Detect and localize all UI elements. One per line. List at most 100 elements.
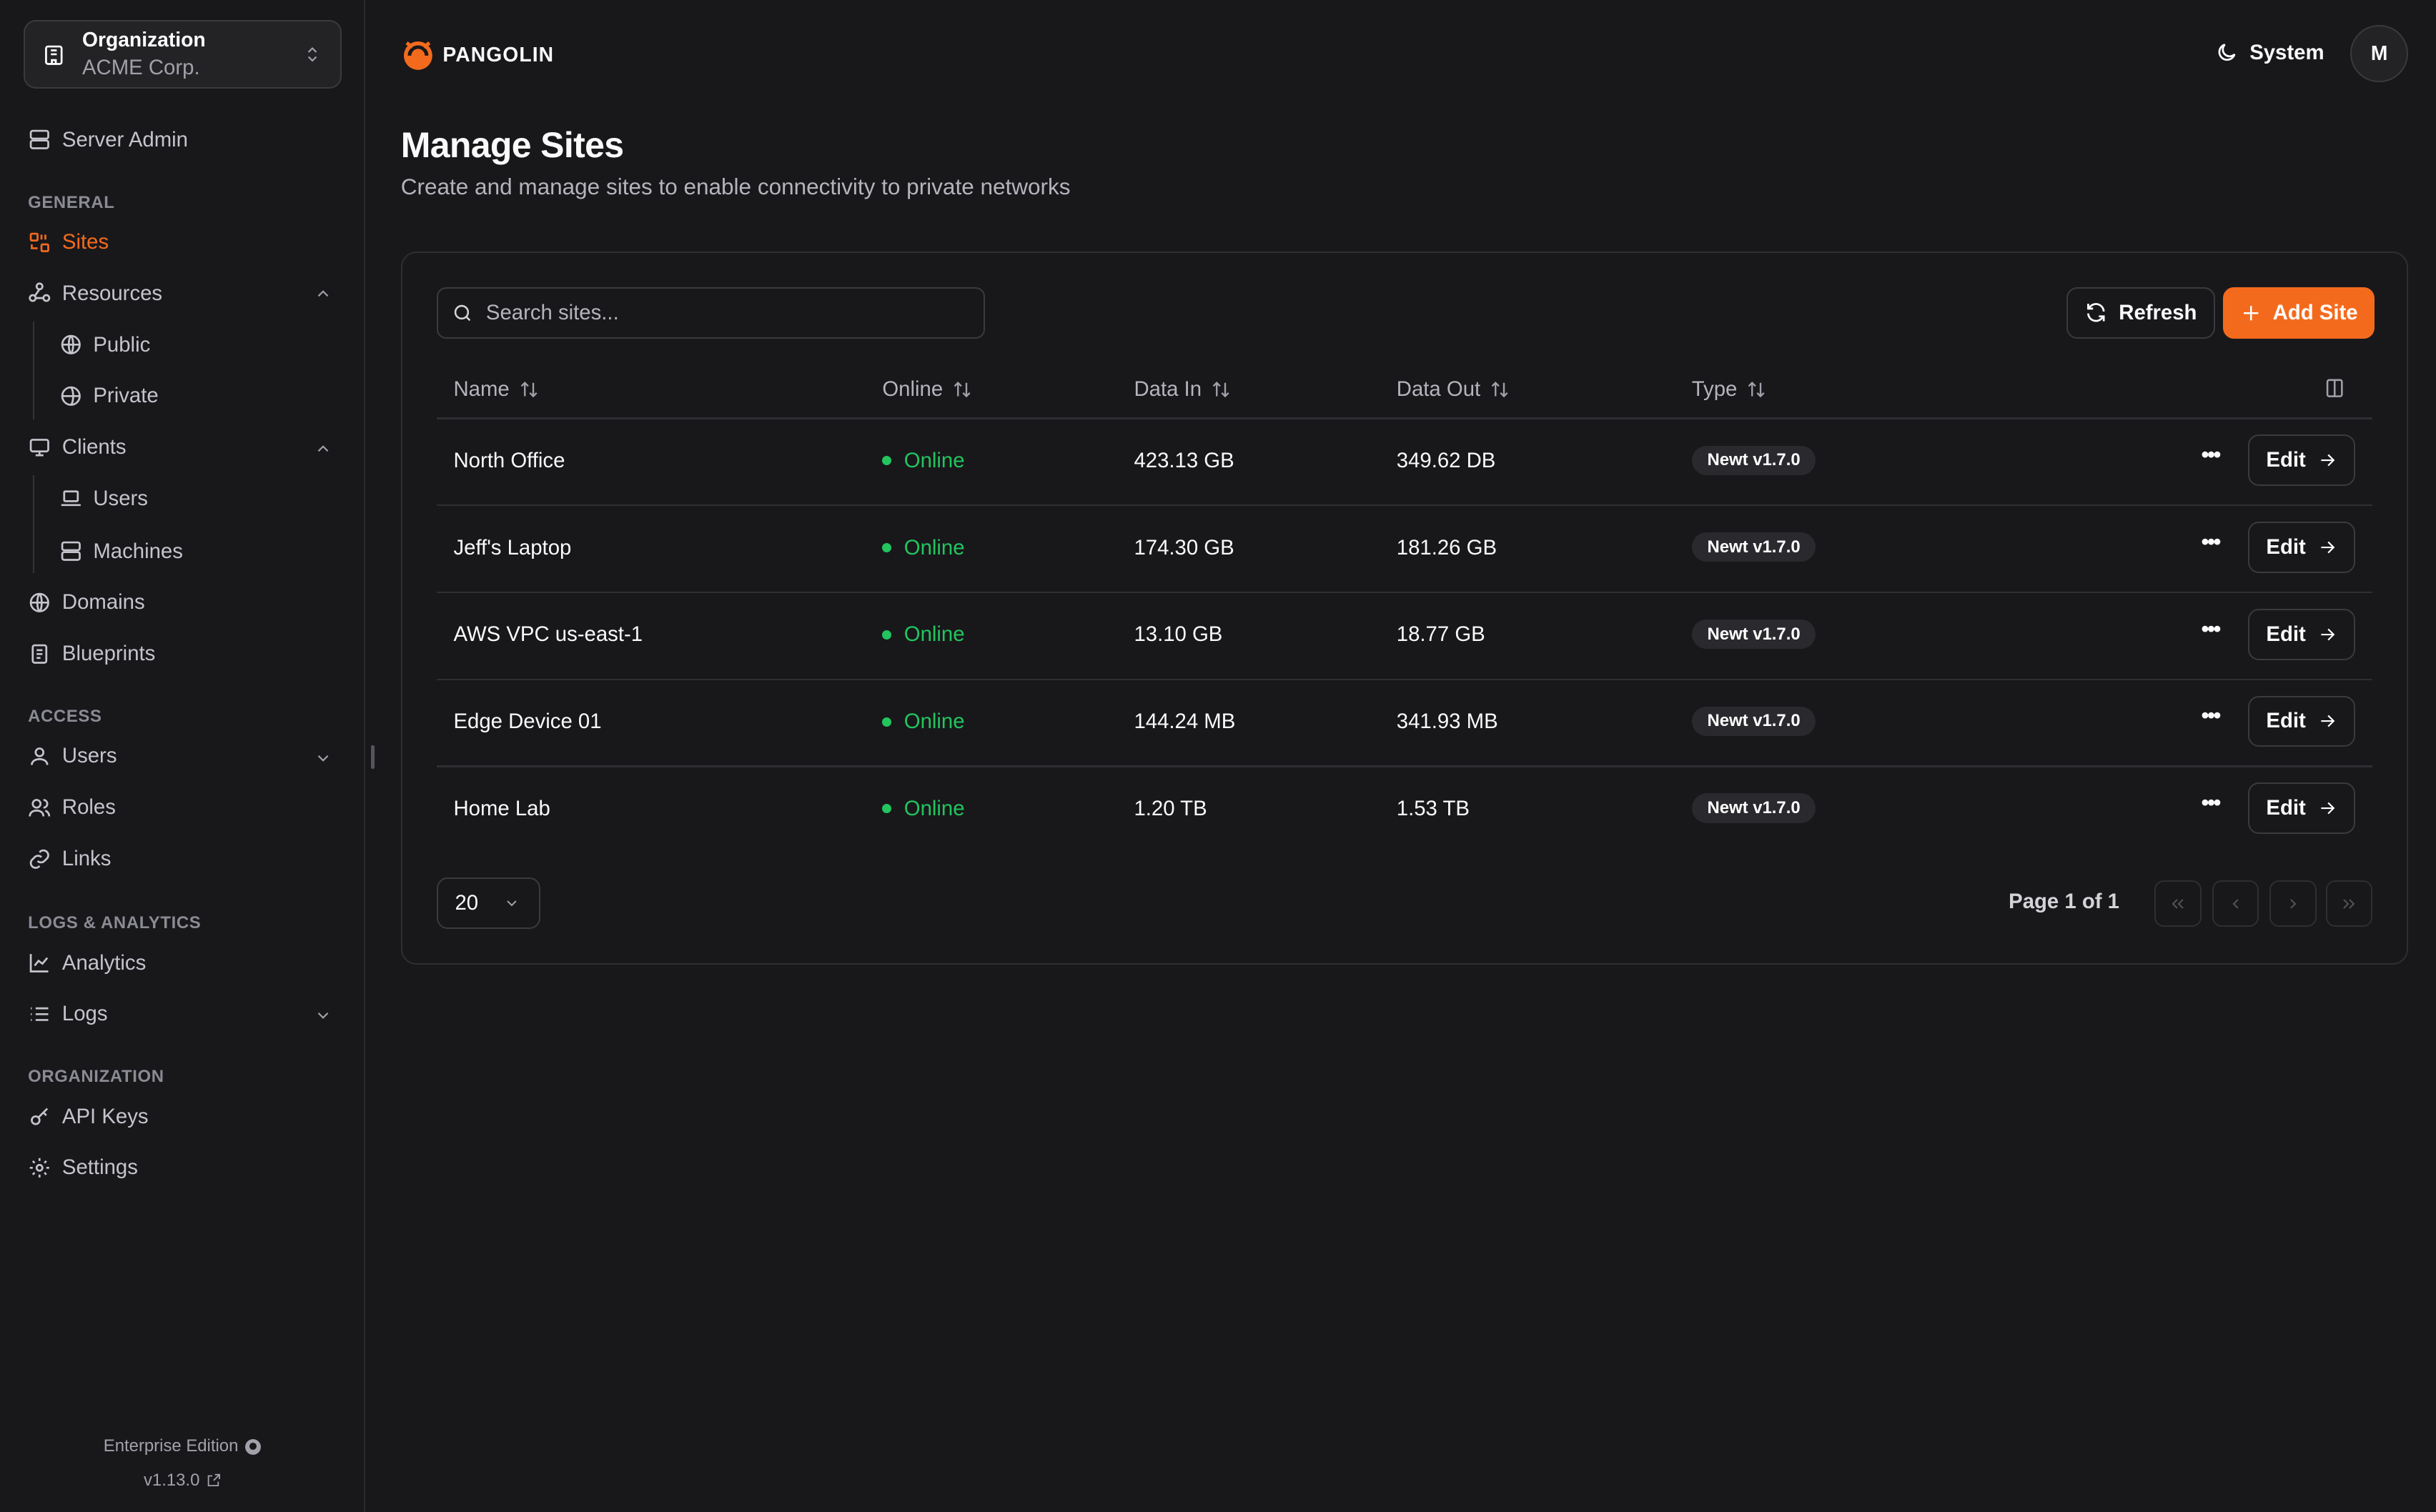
sidebar-resize-handle[interactable] — [371, 745, 375, 769]
site-name[interactable]: Edge Device 01 — [453, 710, 602, 734]
edit-button[interactable]: Edit — [2247, 782, 2355, 834]
edit-button[interactable]: Edit — [2247, 522, 2355, 573]
column-label: Data Out — [1396, 377, 1481, 401]
sidebar-item-users[interactable]: Users — [28, 741, 117, 772]
version-label: v1.13.0 — [143, 1471, 200, 1491]
row-divider — [436, 591, 2372, 594]
edit-button[interactable]: Edit — [2247, 695, 2355, 747]
status-label: Online — [903, 622, 965, 647]
arrow-right-icon — [2318, 799, 2337, 817]
site-name[interactable]: Home Lab — [453, 796, 550, 820]
refresh-button[interactable]: Refresh — [2066, 287, 2216, 339]
site-name[interactable]: Jeff's Laptop — [453, 535, 572, 559]
theme-label: System — [2249, 40, 2324, 64]
column-header-name[interactable]: Name — [453, 377, 539, 402]
refresh-icon — [2084, 301, 2108, 324]
sidebar-item-settings[interactable]: Settings — [28, 1153, 138, 1183]
previous-page-button[interactable] — [2212, 880, 2259, 927]
column-label: Data In — [1134, 377, 1202, 401]
column-header-data-in[interactable]: Data In — [1134, 377, 1231, 402]
org-selector[interactable]: Organization ACME Corp. — [23, 20, 342, 89]
chevron-up-icon[interactable] — [314, 284, 332, 303]
column-header-type[interactable]: Type — [1692, 377, 1767, 402]
sidebar-item-resources[interactable]: Resources — [28, 278, 162, 309]
chevron-up-icon[interactable] — [314, 439, 332, 458]
add-site-button[interactable]: Add Site — [2223, 287, 2375, 339]
column-header-status[interactable]: Online — [882, 377, 972, 402]
column-label: Online — [882, 377, 944, 401]
more-actions-icon[interactable]: ••• — [2201, 529, 2222, 554]
org-name: ACME Corp. — [82, 56, 200, 80]
globe-lock-icon — [59, 384, 83, 408]
site-name[interactable]: North Office — [453, 448, 565, 472]
more-actions-icon[interactable]: ••• — [2201, 616, 2222, 641]
sidebar-item-label: Clients — [61, 434, 127, 459]
columns-toggle-icon[interactable] — [2324, 377, 2345, 399]
status-dot — [882, 717, 892, 727]
chevrons-right-icon — [2340, 895, 2357, 912]
sidebar-item-label: Users — [93, 486, 148, 510]
first-page-button[interactable] — [2154, 880, 2202, 927]
monitor-icon — [28, 436, 51, 459]
link-icon — [28, 847, 51, 871]
file-text-icon — [28, 642, 51, 666]
brand-logo[interactable]: PANGOLIN — [401, 37, 554, 71]
sidebar-item-client-users[interactable]: Users — [59, 483, 148, 514]
more-actions-icon[interactable]: ••• — [2201, 790, 2222, 815]
status-online: Online — [882, 535, 965, 560]
sidebar-item-api-keys[interactable]: API Keys — [28, 1101, 149, 1132]
page-title: Manage Sites — [400, 124, 624, 165]
sidebar-item-links[interactable]: Links — [28, 843, 111, 874]
edit-label: Edit — [2266, 534, 2306, 559]
data-out: 181.26 GB — [1396, 535, 1497, 559]
sidebar-item-public[interactable]: Public — [59, 329, 150, 360]
next-page-button[interactable] — [2269, 880, 2317, 927]
last-page-button[interactable] — [2325, 880, 2372, 927]
column-header-data-out[interactable]: Data Out — [1397, 377, 1510, 402]
edition-label: Enterprise Edition — [103, 1436, 239, 1456]
arrow-right-icon — [2318, 625, 2337, 644]
version-link[interactable]: v1.13.0 — [0, 1471, 365, 1491]
more-actions-icon[interactable]: ••• — [2201, 442, 2222, 467]
sidebar-item-label: Server Admin — [61, 127, 188, 151]
chevron-down-icon[interactable] — [314, 749, 332, 767]
search-field[interactable] — [436, 287, 985, 339]
avatar[interactable]: M — [2350, 24, 2408, 83]
edit-button[interactable]: Edit — [2247, 608, 2355, 660]
sidebar-item-machines[interactable]: Machines — [59, 536, 183, 567]
status-online: Online — [882, 710, 965, 734]
chevron-down-icon[interactable] — [314, 1006, 332, 1025]
column-label: Type — [1691, 377, 1738, 401]
site-name[interactable]: AWS VPC us-east-1 — [453, 622, 643, 647]
status-dot — [882, 630, 892, 640]
page-size-select[interactable]: 20 — [436, 877, 541, 929]
search-input[interactable] — [485, 300, 952, 325]
status-label: Online — [903, 535, 965, 559]
main-content: PANGOLIN System M Manage Sites Create an… — [367, 0, 2436, 1512]
data-in: 1.20 TB — [1134, 796, 1207, 820]
sidebar-item-roles[interactable]: Roles — [28, 792, 116, 822]
key-icon — [28, 1105, 51, 1128]
sidebar-item-label: Sites — [61, 230, 109, 254]
status-dot — [882, 456, 892, 466]
sidebar-item-analytics[interactable]: Analytics — [28, 948, 146, 978]
sidebar-item-blueprints[interactable]: Blueprints — [28, 638, 155, 669]
sidebar-item-server-admin[interactable]: Server Admin — [28, 124, 188, 155]
sort-icon — [952, 379, 972, 399]
edit-button[interactable]: Edit — [2247, 434, 2355, 487]
edit-label: Edit — [2266, 448, 2306, 472]
sites-icon — [28, 231, 51, 254]
theme-toggle[interactable]: System — [2215, 41, 2324, 65]
sidebar-item-label: Roles — [61, 795, 116, 820]
status-online: Online — [882, 449, 965, 473]
edition-link[interactable]: Enterprise Edition — [0, 1436, 365, 1456]
list-icon — [28, 1003, 51, 1026]
more-actions-icon[interactable]: ••• — [2201, 703, 2222, 728]
sort-icon — [519, 379, 539, 399]
sidebar-item-label: Logs — [61, 1002, 108, 1026]
sidebar-item-logs[interactable]: Logs — [28, 999, 108, 1030]
sidebar-item-clients[interactable]: Clients — [28, 432, 127, 462]
sidebar-item-private[interactable]: Private — [59, 381, 159, 412]
sidebar-item-sites[interactable]: Sites — [28, 227, 109, 257]
sidebar-item-domains[interactable]: Domains — [28, 587, 145, 618]
